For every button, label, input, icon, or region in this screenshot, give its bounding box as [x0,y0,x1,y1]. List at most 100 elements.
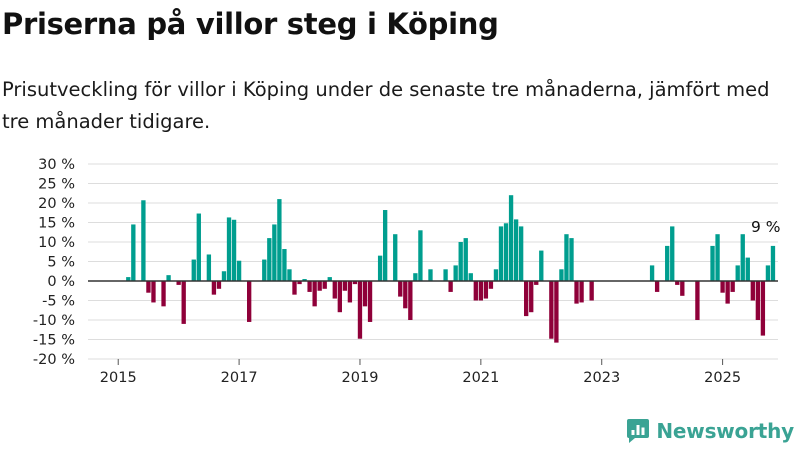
bar [654,281,660,292]
bar [443,269,448,281]
y-tick-label: 25 % [38,177,75,193]
bar [463,238,468,281]
bar [236,260,242,281]
bar [473,281,478,301]
bar [357,281,363,339]
bar [518,226,524,281]
bar [695,281,700,320]
bar [564,234,569,281]
bar [453,265,458,281]
bar [569,238,574,281]
bar [221,271,227,281]
bar [151,281,156,303]
bar [166,275,171,281]
bar [292,281,297,295]
bar [322,281,327,289]
bar [665,245,670,281]
bar [307,281,312,292]
bar [458,242,463,281]
bar [508,195,514,281]
bar [141,200,146,281]
bar [725,281,730,304]
bar [196,213,201,281]
bar [483,281,489,299]
bar [176,281,181,285]
bar [191,259,196,281]
y-tick-label: 15 % [38,216,75,232]
x-tick-label: 2021 [462,370,499,386]
bar [272,224,277,281]
bar [282,249,287,281]
bar [579,281,584,303]
brand: Newsworthy [626,418,794,444]
y-tick-label: 0 % [47,274,75,290]
bar [740,234,745,281]
bar [755,281,761,320]
bar [226,217,232,281]
bar [332,281,337,299]
bar [478,281,484,301]
bar [513,219,519,281]
bar [534,281,539,285]
bar [408,281,413,320]
bar [247,281,252,322]
bar [720,281,725,293]
bar-chart: 30 % 25 % 20 % 15 % 10 % 5 % 0 % -5 % -10 % -15 %… [33,157,781,386]
bar [559,269,564,281]
bar [649,265,655,281]
bar [503,223,509,281]
bar [181,281,186,324]
bar [161,281,166,307]
bar [710,245,715,281]
y-tick-label: -5 % [42,294,75,310]
y-tick-label: -15 % [33,333,75,349]
bar [418,230,423,281]
bar [750,281,755,301]
y-tick-label: 10 % [38,235,75,251]
bar [206,254,212,281]
bar [730,281,735,292]
x-tick-label: 2023 [583,370,620,386]
bar [574,281,579,304]
bar [393,234,398,281]
bar [735,265,740,281]
x-tick-label: 2017 [221,370,258,386]
bar [488,281,494,289]
bar [539,250,544,281]
bar [675,281,680,285]
bar [347,281,353,303]
chart-subtitle: Prisutveckling för villor i Köping under… [2,78,770,133]
bars [126,195,776,343]
y-tick-label: -20 % [33,352,75,368]
bar [277,199,282,281]
bar [745,257,750,281]
bar [770,245,776,281]
bar [760,281,766,336]
y-tick-label: 30 % [38,157,75,173]
bar [765,265,771,281]
bar [297,281,302,285]
x-tick-label: 2015 [100,370,137,386]
bar [352,281,358,285]
y-tick-label: 5 % [47,255,75,271]
brand-name: Newsworthy [656,419,794,443]
y-tick-label: -10 % [33,313,75,329]
y-axis: 30 % 25 % 20 % 15 % 10 % 5 % 0 % -5 % -10 % -15 %… [33,157,75,368]
x-axis: 2015 2017 2019 2021 2023 2025 [100,359,741,386]
bar [549,281,554,339]
bar [680,281,685,296]
bar [398,281,403,297]
bar [554,281,559,343]
y-tick-label: 20 % [38,196,75,212]
bar [146,281,151,293]
bar [231,219,237,281]
bar [211,281,217,295]
x-tick-label: 2025 [704,370,741,386]
bar [403,281,408,309]
bar [362,281,368,307]
bar [126,277,131,281]
chart-title: Priserna på villor steg i Köping [2,7,499,41]
x-tick-label: 2019 [342,370,379,386]
bar [382,210,388,281]
bar [317,281,322,291]
